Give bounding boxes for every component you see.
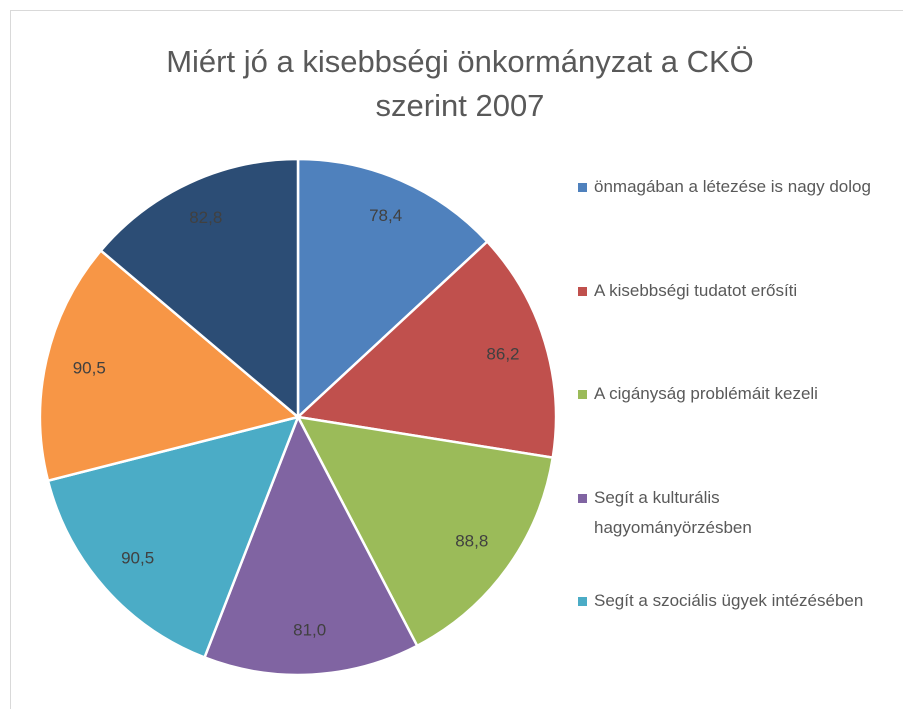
legend-swatch: [578, 286, 587, 296]
data-label: 88,8: [455, 532, 488, 551]
legend-swatch: [578, 493, 587, 503]
data-label: 81,0: [293, 620, 326, 639]
legend-label: A cigányság problémáit kezeli: [594, 384, 818, 403]
pie-slice: [46, 415, 301, 660]
legend-swatch: [578, 597, 587, 606]
legend-entry: A kisebbségi tudatot erősíti: [578, 276, 878, 306]
pie-slice: [295, 415, 555, 648]
legend-label: Segít a kulturális hagyományörzésben: [594, 487, 752, 537]
data-label: 82,8: [189, 208, 222, 227]
legend-label: Segít a szociális ügyek intézésében: [594, 591, 864, 610]
legend-entry: A cigányság problémáit kezeli: [578, 379, 878, 409]
data-label: 90,5: [121, 548, 154, 567]
pie-slice: [296, 157, 490, 420]
data-label: 90,5: [73, 359, 106, 378]
legend-swatch: [578, 183, 587, 192]
legend-label: A kisebbségi tudatot erősíti: [594, 280, 798, 300]
legend-swatch: [578, 390, 587, 399]
legend-entry: önmagában a létezése is nagy dolog: [578, 172, 878, 202]
legend-label: önmagában a létezése is nagy dolog: [594, 177, 871, 196]
pie-slice: [202, 413, 419, 677]
legend-entry: Segít a szociális ügyek intézésében: [578, 586, 878, 616]
legend-entry: Segít a kulturális hagyományörzésben: [578, 483, 878, 543]
pie-slice: [38, 248, 301, 483]
data-label: 78,4: [369, 206, 402, 225]
pie-slice: [295, 239, 558, 460]
data-label: 86,2: [486, 344, 519, 363]
chart-title: Miért jó a kisebbségi önkormányzat a CKÖ…: [166, 44, 754, 123]
chart-frame: [10, 10, 903, 709]
pie-slice: [99, 157, 300, 420]
